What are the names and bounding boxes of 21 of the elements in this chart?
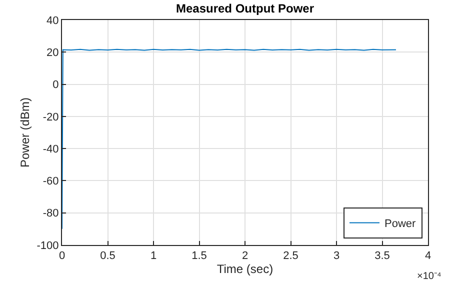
y-tick-label: -80 [42, 208, 59, 220]
y-tick-label: -100 [36, 240, 59, 252]
text: ×10⁻⁴ [417, 271, 442, 282]
y-tick-label: 0 [52, 79, 59, 92]
x-tick-label: 1 [150, 250, 157, 262]
legend-label: Power [384, 218, 416, 230]
y-tick-label: -20 [42, 111, 59, 124]
x-tick-label: 3 [333, 250, 340, 262]
x-tick-label: 2.5 [283, 250, 298, 262]
x-tick-label: 0.5 [100, 250, 116, 262]
x-tick-label: 1.5 [192, 250, 207, 262]
y-tick-label: 20 [46, 46, 59, 59]
y-axis-title: Power (dBm) [18, 97, 32, 168]
y-tick-label: -60 [42, 176, 59, 188]
x-tick-label: 4 [424, 250, 432, 262]
x-axis-title: Time (sec) [216, 262, 274, 276]
chart-title: Measured Output Power [176, 2, 314, 16]
x-tick-label: 2 [242, 250, 248, 262]
y-tick-label: 40 [46, 14, 59, 27]
x-tick-label: 3.5 [374, 250, 390, 262]
y-tick-label: -40 [42, 143, 59, 156]
